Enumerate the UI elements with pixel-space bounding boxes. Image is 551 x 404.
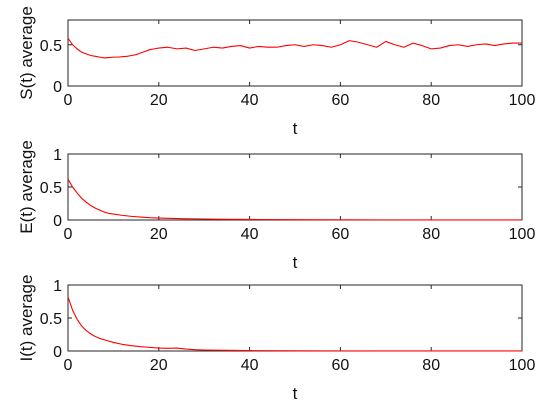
x-axis-label: t [293, 253, 298, 272]
plot-frame [67, 19, 523, 87]
y-tick-label: 0.5 [40, 180, 62, 197]
x-tick-label: 40 [241, 92, 259, 109]
y-tick-labels: 00.5 [40, 38, 62, 96]
x-tick-label: 20 [150, 357, 168, 374]
tick-marks [67, 153, 523, 221]
x-tick-label: 60 [332, 92, 350, 109]
x-axis-label: t [293, 119, 298, 138]
x-tick-label: 60 [332, 226, 350, 243]
series-line [67, 37, 522, 59]
plot-frame [67, 153, 523, 221]
x-tick-label: 0 [64, 357, 73, 374]
x-tick-labels: 0 20 40 60 80 100 [64, 357, 536, 374]
tick-marks [67, 284, 523, 352]
x-tick-label: 100 [509, 92, 536, 109]
x-tick-label: 0 [64, 226, 73, 243]
x-tick-label: 100 [509, 226, 536, 243]
x-tick-label: 80 [422, 92, 440, 109]
x-tick-label: 0 [64, 92, 73, 109]
x-tick-label: 60 [332, 357, 350, 374]
y-tick-labels: 00.51 [40, 147, 62, 230]
x-tick-label: 40 [241, 226, 259, 243]
y-tick-label: 0.5 [40, 38, 62, 55]
x-tick-labels: 0 20 40 60 80 100 [64, 226, 536, 243]
x-tick-label: 80 [422, 226, 440, 243]
subplot-e-average: 0 20 40 60 80 100 00.51 t E(t) average [17, 140, 535, 272]
series-line [67, 178, 522, 221]
x-axis-label: t [293, 384, 298, 403]
x-tick-label: 20 [150, 226, 168, 243]
plot-frame [67, 284, 523, 352]
y-tick-labels: 00.51 [40, 278, 62, 361]
y-tick-label: 0 [53, 213, 62, 230]
series-line [67, 296, 522, 352]
y-tick-label: 0.5 [40, 311, 62, 328]
x-tick-label: 100 [509, 357, 536, 374]
y-tick-label: 1 [53, 147, 62, 164]
y-tick-label: 0 [53, 344, 62, 361]
x-tick-label: 20 [150, 92, 168, 109]
subplot-i-average: 0 20 40 60 80 100 00.51 t I(t) average [17, 275, 535, 403]
y-tick-label: 1 [53, 278, 62, 295]
y-axis-label: E(t) average [17, 140, 36, 234]
y-axis-label: S(t) average [17, 6, 36, 100]
y-tick-label: 0 [53, 79, 62, 96]
x-tick-label: 40 [241, 357, 259, 374]
x-tick-labels: 0 20 40 60 80 100 [64, 92, 536, 109]
tick-marks [67, 20, 523, 87]
y-axis-label: I(t) average [17, 275, 36, 362]
subplot-s-average: 0 20 40 60 80 100 00.5 t S(t) average [17, 6, 535, 138]
x-tick-label: 80 [422, 357, 440, 374]
